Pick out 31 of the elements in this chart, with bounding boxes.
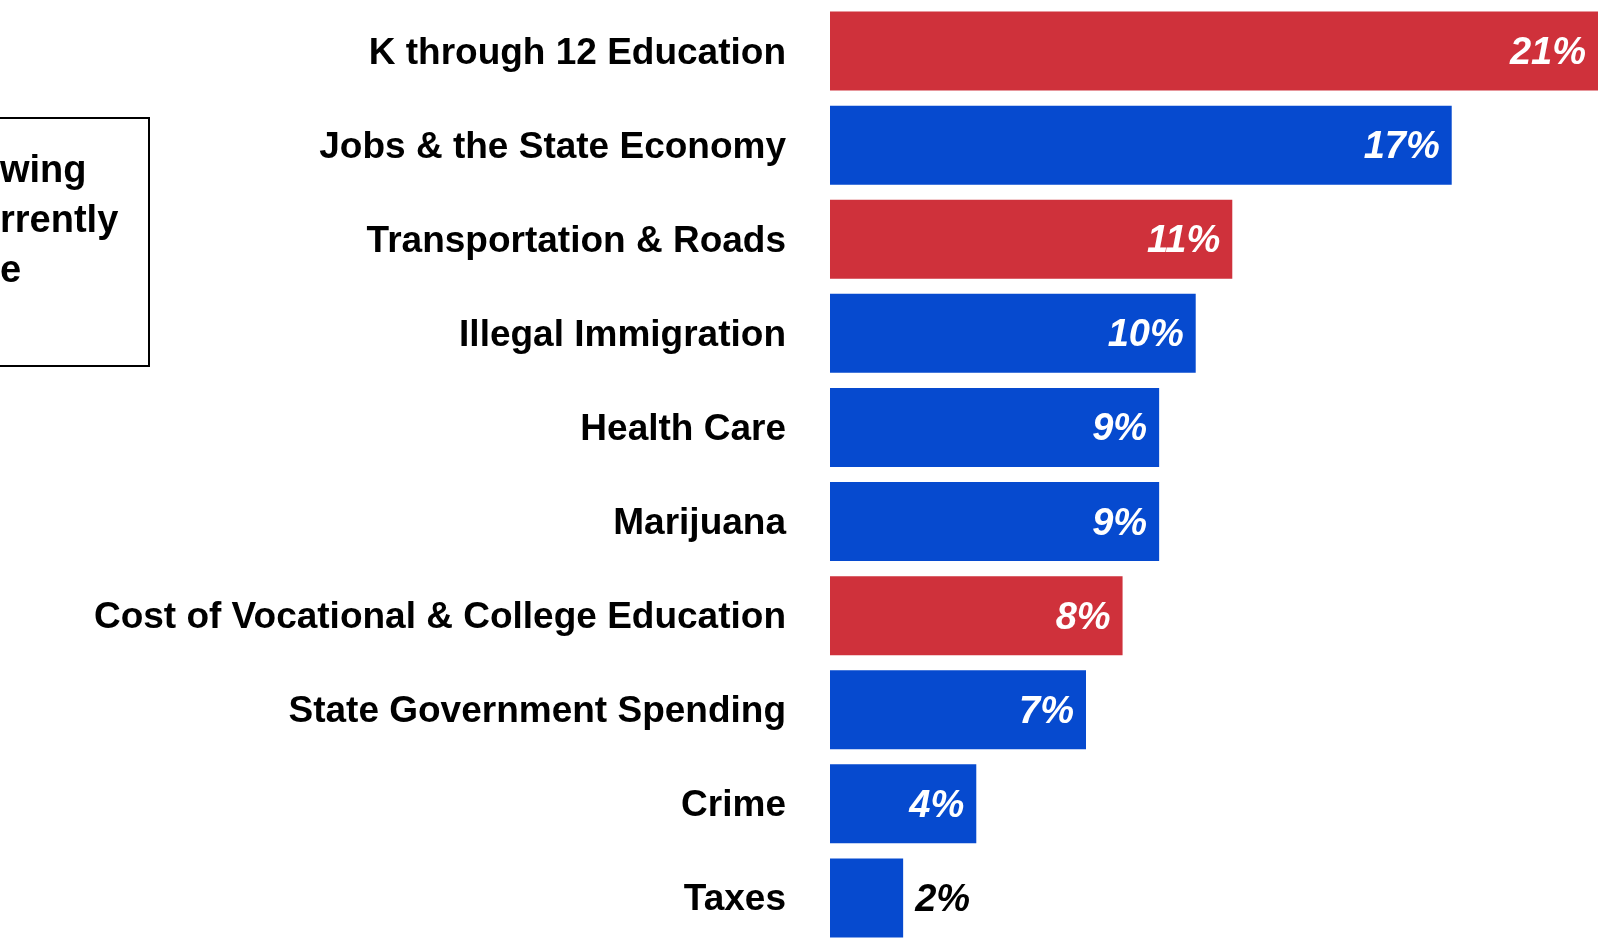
data-label: 10% (1107, 312, 1184, 355)
bar (830, 670, 1086, 750)
bar (830, 576, 1123, 656)
bar (830, 105, 1452, 185)
bar (830, 11, 1598, 91)
bar (830, 293, 1196, 373)
y-tick-label: Taxes (683, 877, 786, 919)
bar (830, 858, 904, 938)
y-tick-label: Transportation & Roads (366, 218, 786, 260)
data-label: 7% (1019, 688, 1074, 731)
y-tick-label: Cost of Vocational & College Education (93, 595, 786, 637)
text: wing rrently e (0, 117, 150, 367)
data-label: 4% (908, 782, 965, 825)
data-label: 21% (1508, 30, 1586, 73)
data-label: 9% (1092, 500, 1148, 543)
data-label: 11% (1147, 218, 1221, 261)
data-label: 9% (1092, 406, 1148, 449)
data-label: 8% (1055, 594, 1111, 637)
y-tick-label: Marijuana (613, 501, 787, 543)
bar (830, 764, 977, 844)
bar (830, 482, 1160, 562)
y-tick-label: Crime (681, 783, 786, 825)
y-tick-label: Illegal Immigration (459, 312, 786, 354)
y-tick-label: State Government Spending (288, 689, 786, 731)
data-label: 2% (914, 876, 971, 919)
y-tick-label: Health Care (580, 406, 786, 448)
bar (830, 387, 1160, 467)
data-label: 17% (1363, 124, 1440, 167)
y-tick-label: K through 12 Education (368, 30, 786, 72)
bar (830, 199, 1233, 279)
y-tick-label: Jobs & the State Economy (319, 124, 787, 166)
